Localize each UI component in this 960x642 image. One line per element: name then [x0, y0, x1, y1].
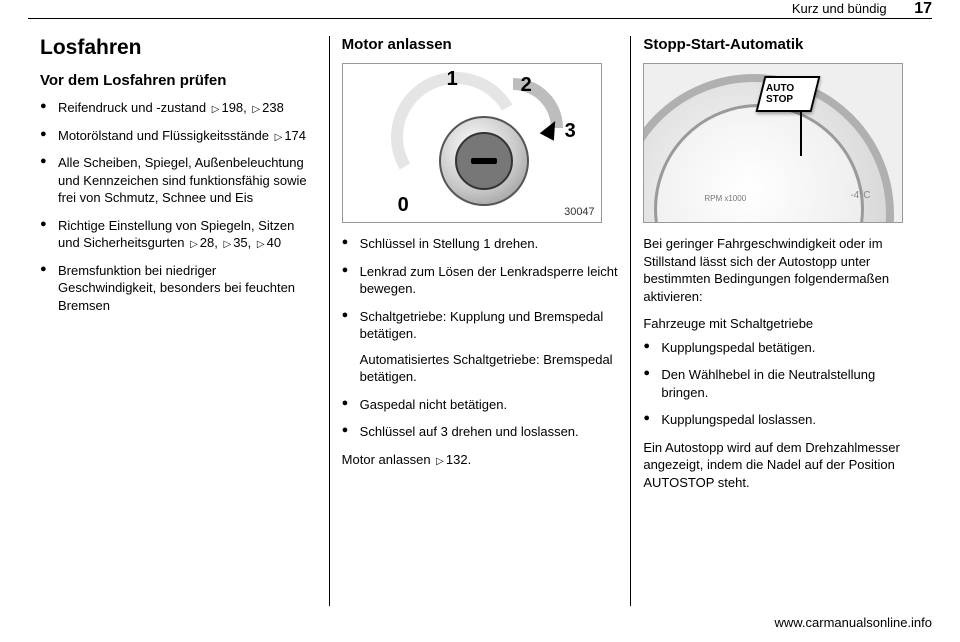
- item-text: Gaspedal nicht betätigen.: [360, 397, 507, 412]
- page-ref: 40: [255, 235, 281, 250]
- figure-id: 30047: [564, 206, 595, 218]
- page-ref: 35: [222, 235, 248, 250]
- heading-stopp-start: Stopp-Start-Automatik: [643, 36, 920, 53]
- column-2: Motor anlassen 0 1 2 3 30047 Schlüssel i…: [329, 36, 631, 606]
- label-line1: AUTO: [766, 83, 794, 94]
- item-text: Schlüssel in Stellung 1 drehen.: [360, 236, 539, 251]
- page-number: 17: [914, 0, 932, 18]
- autostop-label: AUTO STOP: [756, 76, 821, 112]
- columns: Losfahren Vor dem Losfahren prüfen Reife…: [28, 36, 932, 606]
- heading-vor-dem-losfahren: Vor dem Losfahren prüfen: [40, 72, 317, 89]
- heading-losfahren: Losfahren: [40, 36, 317, 60]
- item-text: Den Wählhebel in die Neutralstellung bri…: [661, 367, 875, 400]
- list-item: Kupplungspedal betätigen.: [661, 339, 920, 357]
- ignition-figure: 0 1 2 3 30047: [342, 63, 602, 223]
- list-item: Motorölstand und Flüssigkeitsstände 174: [58, 127, 317, 145]
- separator: ,: [248, 235, 255, 250]
- page-ref: 198: [210, 100, 243, 115]
- item-text: Bremsfunktion bei niedriger Geschwindigk…: [58, 263, 295, 313]
- autostop-steps: Kupplungspedal betätigen. Den Wählhebel …: [643, 339, 920, 429]
- item-text: Kupplungspedal betätigen.: [661, 340, 815, 355]
- list-item: Alle Scheiben, Spiegel, Außenbeleuchtung…: [58, 154, 317, 207]
- list-item: Gaspedal nicht betätigen.: [360, 396, 619, 414]
- manual-page: Kurz und bündig 17 Losfahren Vor dem Los…: [0, 0, 960, 642]
- gauge-temp: -4°C: [850, 190, 870, 201]
- paragraph: Bei geringer Fahrgeschwindigkeit oder im…: [643, 235, 920, 305]
- list-item: Den Wählhebel in die Neutralstellung bri…: [661, 366, 920, 401]
- autostop-figure: RPM x1000 -4°C AUTO STOP: [643, 63, 903, 223]
- start-steps: Schlüssel in Stellung 1 drehen. Lenkrad …: [342, 235, 619, 441]
- header-rule: [28, 18, 932, 19]
- item-text: Alle Scheiben, Spiegel, Außenbeleuchtung…: [58, 155, 307, 205]
- column-3: Stopp-Start-Automatik RPM x1000 -4°C AUT…: [630, 36, 932, 606]
- item-subtext: Automatisiertes Schaltgetriebe: Bremsped…: [360, 351, 619, 386]
- callout-leader: [800, 110, 802, 156]
- separator: ,: [214, 235, 221, 250]
- position-label-1: 1: [447, 68, 458, 91]
- position-label-0: 0: [398, 194, 409, 217]
- position-label-3: 3: [565, 120, 576, 143]
- gauge-scale-text: RPM x1000: [704, 194, 746, 203]
- section-title: Kurz und bündig: [792, 1, 887, 16]
- heading-motor-anlassen: Motor anlassen: [342, 36, 619, 53]
- page-ref: 132: [434, 452, 467, 467]
- item-text: Schlüssel auf 3 drehen und loslassen.: [360, 424, 579, 439]
- page-header: Kurz und bündig 17: [792, 0, 932, 18]
- list-item: Richtige Einstellung von Spiegeln, Sitze…: [58, 217, 317, 252]
- autostop-label-inner: AUTO STOP: [762, 78, 814, 110]
- tail-line: Motor anlassen 132.: [342, 451, 619, 469]
- item-text: Reifendruck und -zustand: [58, 100, 210, 115]
- list-item: Reifendruck und -zustand 198, 238: [58, 99, 317, 117]
- list-item: Schlüssel in Stellung 1 drehen.: [360, 235, 619, 253]
- subsection: Fahrzeuge mit Schaltgetriebe: [643, 315, 920, 333]
- list-item: Lenkrad zum Lösen der Lenkradsperre leic…: [360, 263, 619, 298]
- footer-url: www.carmanualsonline.info: [774, 615, 932, 630]
- key-slot: [471, 158, 497, 164]
- list-item: Schaltgetriebe: Kupplung und Bremspedal …: [360, 308, 619, 386]
- tail-post: .: [468, 452, 472, 467]
- label-line2: STOP: [766, 94, 793, 105]
- column-1: Losfahren Vor dem Losfahren prüfen Reife…: [28, 36, 329, 606]
- position-label-2: 2: [521, 74, 532, 97]
- check-list: Reifendruck und -zustand 198, 238 Motorö…: [40, 99, 317, 314]
- page-ref: 238: [250, 100, 283, 115]
- item-text: Kupplungspedal loslassen.: [661, 412, 816, 427]
- tail-pre: Motor anlassen: [342, 452, 435, 467]
- list-item: Bremsfunktion bei niedriger Geschwindigk…: [58, 262, 317, 315]
- item-text: Lenkrad zum Lösen der Lenkradsperre leic…: [360, 264, 618, 297]
- list-item: Schlüssel auf 3 drehen und loslassen.: [360, 423, 619, 441]
- page-ref: 174: [273, 128, 306, 143]
- item-text: Schaltgetriebe: Kupplung und Bremspedal …: [360, 309, 604, 342]
- list-item: Kupplungspedal loslassen.: [661, 411, 920, 429]
- page-ref: 28: [188, 235, 214, 250]
- paragraph: Ein Autostopp wird auf dem Drehzahlmesse…: [643, 439, 920, 492]
- item-text: Motorölstand und Flüssigkeitsstände: [58, 128, 273, 143]
